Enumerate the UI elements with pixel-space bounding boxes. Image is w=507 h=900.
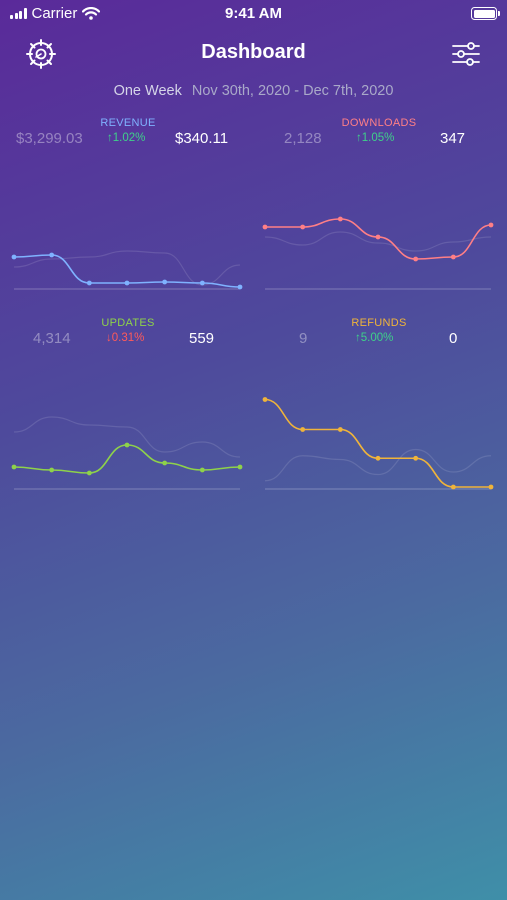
data-point bbox=[375, 234, 381, 240]
battery-icon bbox=[471, 7, 500, 20]
updates-chart bbox=[11, 416, 243, 490]
metric-change: ↓0.31% bbox=[106, 332, 145, 344]
data-point bbox=[488, 222, 494, 228]
data-point bbox=[86, 280, 92, 286]
nav-bar: Dashboard bbox=[0, 34, 507, 74]
metric-previous: 2,128 bbox=[284, 130, 322, 147]
data-point bbox=[49, 467, 55, 473]
data-point bbox=[413, 256, 419, 262]
data-point bbox=[488, 484, 494, 490]
data-point bbox=[11, 464, 17, 470]
page-title: Dashboard bbox=[201, 41, 306, 63]
metric-previous: 9 bbox=[299, 330, 308, 347]
metric-current: 347 bbox=[440, 130, 466, 147]
data-point bbox=[199, 280, 205, 286]
metric-card-refunds[interactable]: REFUNDS 9 ↑5.00% 0 bbox=[261, 317, 497, 507]
revenue-chart bbox=[11, 250, 243, 290]
period-name: One Week bbox=[113, 83, 182, 99]
metric-current: $340.11 bbox=[175, 130, 229, 147]
settings-button[interactable] bbox=[25, 38, 57, 70]
data-point bbox=[199, 467, 205, 473]
wifi-icon bbox=[82, 7, 101, 20]
data-point bbox=[450, 484, 456, 490]
metric-card-revenue[interactable]: REVENUE $3,299.03 ↑1.02% $340.11 bbox=[10, 117, 246, 307]
data-point bbox=[450, 254, 456, 260]
status-left: Carrier bbox=[10, 5, 101, 22]
metric-previous: $3,299.03 bbox=[16, 130, 83, 147]
data-point bbox=[86, 470, 92, 476]
refunds-chart bbox=[262, 397, 494, 490]
data-point bbox=[162, 279, 168, 285]
data-point bbox=[237, 464, 243, 470]
metric-change: ↑1.05% bbox=[356, 132, 395, 144]
metric-change: ↑5.00% bbox=[355, 332, 394, 344]
data-point bbox=[300, 427, 306, 432]
sliders-icon bbox=[452, 42, 480, 66]
previous-period-line bbox=[264, 448, 492, 482]
period-range: Nov 30th, 2020 - Dec 7th, 2020 bbox=[191, 83, 394, 99]
data-point bbox=[124, 442, 130, 448]
data-point bbox=[11, 254, 17, 260]
data-point bbox=[337, 427, 343, 432]
data-point bbox=[375, 455, 381, 461]
data-point bbox=[162, 460, 168, 466]
data-point bbox=[237, 284, 243, 290]
status-bar: Carrier 9:41 AM bbox=[0, 0, 507, 28]
data-point bbox=[124, 280, 130, 286]
previous-period-line bbox=[13, 416, 241, 458]
settings-gear-icon bbox=[26, 39, 56, 69]
previous-period-line bbox=[264, 231, 492, 252]
signal-icon bbox=[10, 8, 27, 19]
current-period-line bbox=[264, 398, 491, 488]
downloads-chart bbox=[262, 216, 494, 290]
metric-label: REVENUE bbox=[100, 117, 156, 129]
metric-previous: 4,314 bbox=[33, 330, 71, 347]
metric-label: DOWNLOADS bbox=[341, 117, 417, 129]
filter-button[interactable] bbox=[450, 38, 482, 70]
data-point bbox=[49, 252, 55, 258]
data-point bbox=[337, 216, 343, 222]
metric-card-updates[interactable]: UPDATES 4,314 ↓0.31% 559 bbox=[10, 317, 246, 507]
metric-card-downloads[interactable]: DOWNLOADS 2,128 ↑1.05% 347 bbox=[261, 117, 497, 307]
current-period-line bbox=[13, 444, 241, 474]
metric-current: 0 bbox=[449, 330, 458, 347]
carrier-label: Carrier bbox=[31, 5, 78, 22]
data-point bbox=[300, 224, 306, 230]
metric-label: REFUNDS bbox=[351, 317, 407, 329]
status-time: 9:41 AM bbox=[225, 5, 282, 22]
data-point bbox=[413, 455, 419, 461]
metric-change: ↑1.02% bbox=[107, 132, 146, 144]
previous-period-line bbox=[13, 250, 241, 286]
metric-label: UPDATES bbox=[101, 317, 155, 329]
metric-current: 559 bbox=[189, 330, 215, 347]
data-point bbox=[262, 397, 268, 402]
data-point bbox=[262, 224, 268, 230]
period-selector[interactable]: One Week Nov 30th, 2020 - Dec 7th, 2020 bbox=[0, 83, 507, 99]
